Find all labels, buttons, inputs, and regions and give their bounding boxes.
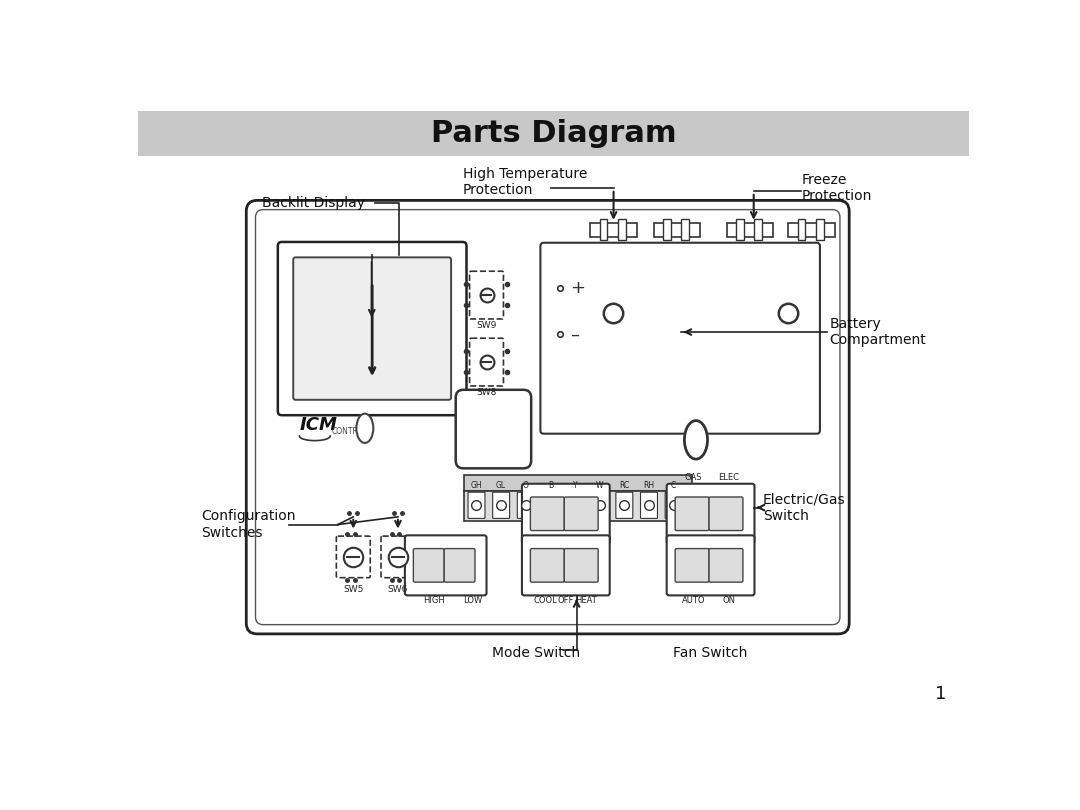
- Bar: [618, 219, 626, 241]
- FancyBboxPatch shape: [444, 548, 475, 582]
- FancyBboxPatch shape: [675, 497, 710, 531]
- FancyBboxPatch shape: [530, 548, 564, 582]
- Text: +: +: [570, 279, 585, 297]
- Text: –: –: [570, 326, 580, 343]
- Text: Backlit Display: Backlit Display: [262, 197, 365, 211]
- Text: HEAT: HEAT: [575, 596, 597, 605]
- FancyBboxPatch shape: [468, 492, 485, 518]
- Bar: [591, 223, 637, 237]
- Text: Configuration
Switches: Configuration Switches: [201, 509, 295, 539]
- Text: ICM: ICM: [299, 416, 337, 434]
- Text: SW5: SW5: [343, 586, 364, 595]
- FancyBboxPatch shape: [530, 497, 564, 531]
- Text: 1: 1: [935, 685, 946, 703]
- Bar: [727, 223, 773, 237]
- Text: OFF: OFF: [557, 596, 573, 605]
- FancyBboxPatch shape: [616, 492, 633, 518]
- Bar: [138, 111, 970, 156]
- Text: SW9: SW9: [476, 322, 497, 330]
- Text: ON: ON: [723, 596, 735, 605]
- Text: GL: GL: [496, 481, 507, 490]
- Text: SW8: SW8: [476, 388, 497, 397]
- FancyBboxPatch shape: [470, 339, 503, 386]
- Text: Mode Switch: Mode Switch: [491, 646, 580, 660]
- Bar: [755, 219, 762, 241]
- FancyBboxPatch shape: [522, 484, 610, 544]
- FancyBboxPatch shape: [640, 492, 658, 518]
- FancyBboxPatch shape: [294, 258, 451, 400]
- Text: CONTROLS: CONTROLS: [332, 427, 374, 436]
- Text: GAS: GAS: [685, 473, 702, 482]
- FancyBboxPatch shape: [405, 535, 486, 595]
- FancyBboxPatch shape: [591, 492, 608, 518]
- FancyBboxPatch shape: [564, 497, 598, 531]
- FancyBboxPatch shape: [710, 548, 743, 582]
- FancyBboxPatch shape: [456, 390, 531, 468]
- FancyBboxPatch shape: [665, 492, 683, 518]
- Text: Fan Switch: Fan Switch: [673, 646, 747, 660]
- FancyBboxPatch shape: [675, 548, 710, 582]
- Text: O: O: [523, 481, 529, 490]
- Text: LOW: LOW: [463, 596, 483, 605]
- Text: RH: RH: [644, 481, 654, 490]
- FancyBboxPatch shape: [246, 200, 849, 634]
- Bar: [663, 219, 671, 241]
- Text: Electric/Gas
Switch: Electric/Gas Switch: [762, 492, 846, 522]
- FancyBboxPatch shape: [336, 536, 370, 578]
- Text: High Temperature
Protection: High Temperature Protection: [462, 167, 588, 197]
- Text: Freeze
Protection: Freeze Protection: [801, 173, 872, 203]
- FancyBboxPatch shape: [666, 535, 755, 595]
- Bar: [464, 492, 692, 521]
- FancyBboxPatch shape: [517, 492, 535, 518]
- Bar: [788, 223, 835, 237]
- FancyBboxPatch shape: [414, 548, 444, 582]
- Text: Battery
Compartment: Battery Compartment: [829, 317, 926, 347]
- Bar: [464, 475, 692, 492]
- FancyBboxPatch shape: [542, 492, 558, 518]
- Text: C: C: [671, 481, 676, 490]
- Text: SW6: SW6: [388, 586, 408, 595]
- Text: B: B: [548, 481, 553, 490]
- Bar: [798, 219, 806, 241]
- FancyBboxPatch shape: [564, 548, 598, 582]
- FancyBboxPatch shape: [278, 242, 467, 416]
- FancyBboxPatch shape: [710, 497, 743, 531]
- Text: W: W: [596, 481, 604, 490]
- Text: HIGH: HIGH: [423, 596, 445, 605]
- Ellipse shape: [685, 420, 707, 459]
- Text: GH: GH: [471, 481, 483, 490]
- Text: ELEC: ELEC: [718, 473, 740, 482]
- Bar: [681, 219, 689, 241]
- Text: Parts Diagram: Parts Diagram: [431, 119, 676, 148]
- FancyBboxPatch shape: [470, 271, 503, 319]
- Bar: [653, 223, 700, 237]
- Text: Y: Y: [572, 481, 578, 490]
- FancyBboxPatch shape: [381, 536, 415, 578]
- Bar: [735, 219, 744, 241]
- Bar: [599, 219, 607, 241]
- Text: AUTO: AUTO: [681, 596, 705, 605]
- Bar: [816, 219, 824, 241]
- Text: COOL: COOL: [534, 596, 557, 605]
- FancyBboxPatch shape: [540, 243, 820, 433]
- FancyBboxPatch shape: [492, 492, 510, 518]
- FancyBboxPatch shape: [666, 484, 755, 544]
- Ellipse shape: [356, 414, 374, 443]
- FancyBboxPatch shape: [567, 492, 583, 518]
- FancyBboxPatch shape: [522, 535, 610, 595]
- Text: RC: RC: [619, 481, 630, 490]
